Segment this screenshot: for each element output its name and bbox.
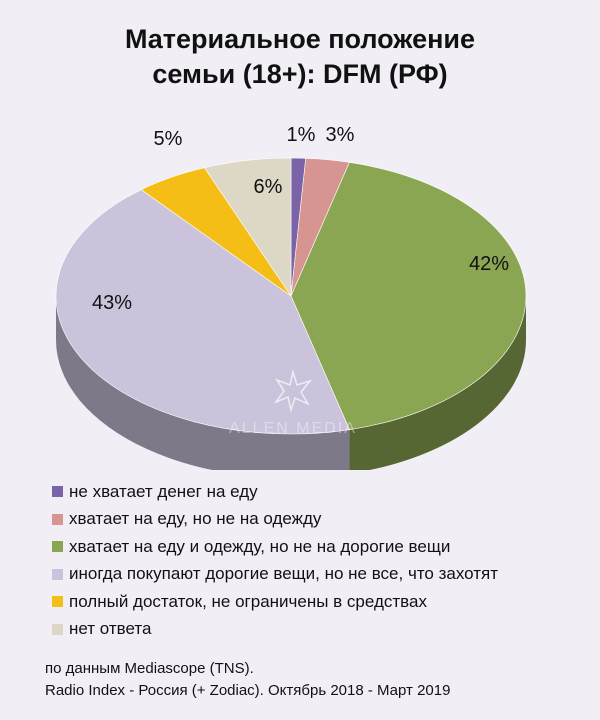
legend-item: хватает на еду, но не на одежду [52, 506, 498, 534]
pie-slice-side [56, 296, 350, 470]
legend-swatch [52, 623, 63, 635]
legend-item: полный достаток, не ограничены в средств… [52, 588, 498, 616]
chart-title-line-2: семьи (18+): DFM (РФ) [152, 59, 448, 89]
legend-item: иногда покупают дорогие вещи, но не все,… [52, 561, 498, 589]
pie-slice-side [349, 296, 526, 470]
pie-depth [56, 296, 526, 470]
source-note: по данным Mediascope (TNS). Radio Index … [45, 658, 450, 702]
legend-swatch [52, 596, 63, 608]
legend: не хватает денег на еду хватает на еду, … [52, 478, 498, 643]
pie-slice-label: 5% [154, 128, 183, 150]
pie-slice-label: 42% [469, 253, 509, 275]
legend-item: хватает на еду и одежду, но не на дороги… [52, 533, 498, 561]
legend-item: не хватает денег на еду [52, 478, 498, 506]
watermark: ALLEN MEDIA [229, 369, 357, 437]
pie-slice-label: 3% [326, 124, 355, 146]
source-line-1: по данным Mediascope (TNS). [45, 660, 254, 677]
legend-swatch [52, 513, 63, 525]
chart-title-line-1: Материальное положение [124, 24, 476, 54]
pie-slice-label: 6% [254, 176, 283, 198]
legend-swatch [52, 568, 63, 580]
watermark-text: ALLEN MEDIA [229, 420, 357, 437]
legend-swatch [52, 541, 63, 553]
pie-slice [290, 162, 527, 430]
legend-label: полный достаток, не ограничены в средств… [69, 591, 427, 611]
chart-title: Материальное положение семьи (18+): DFM … [0, 22, 600, 92]
pie-slice [55, 189, 350, 435]
legend-swatch [52, 486, 63, 498]
pie-top [55, 157, 527, 435]
legend-label: хватает на еду, но не на одежду [69, 509, 322, 529]
legend-item: нет ответа [52, 616, 498, 644]
legend-label: нет ответа [69, 619, 152, 639]
pie-slice-label: 1% [287, 124, 316, 146]
legend-label: хватает на еду и одежду, но не на дороги… [69, 536, 451, 556]
source-line-2: Radio Index - Россия (+ Zodiac). Октябрь… [45, 682, 451, 699]
legend-label: иногда покупают дорогие вещи, но не все,… [69, 564, 499, 584]
legend-label: не хватает денег на еду [69, 481, 258, 501]
watermark-logo-icon [273, 369, 313, 413]
pie-slice [203, 157, 292, 297]
pie-chart: 1% 3% 42% 43% 5% 6% ALLEN MEDIA [55, 124, 527, 470]
pie-labels: 1% 3% 42% 43% 5% 6% [92, 124, 509, 314]
pie-slice-label: 43% [92, 292, 132, 314]
